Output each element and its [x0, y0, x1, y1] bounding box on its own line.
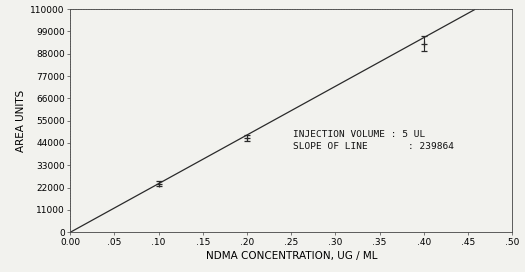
Text: INJECTION VOLUME : 5 UL
SLOPE OF LINE       : 239864: INJECTION VOLUME : 5 UL SLOPE OF LINE : … — [293, 130, 454, 151]
X-axis label: NDMA CONCENTRATION, UG / ML: NDMA CONCENTRATION, UG / ML — [205, 251, 377, 261]
Y-axis label: AREA UNITS: AREA UNITS — [16, 89, 26, 152]
